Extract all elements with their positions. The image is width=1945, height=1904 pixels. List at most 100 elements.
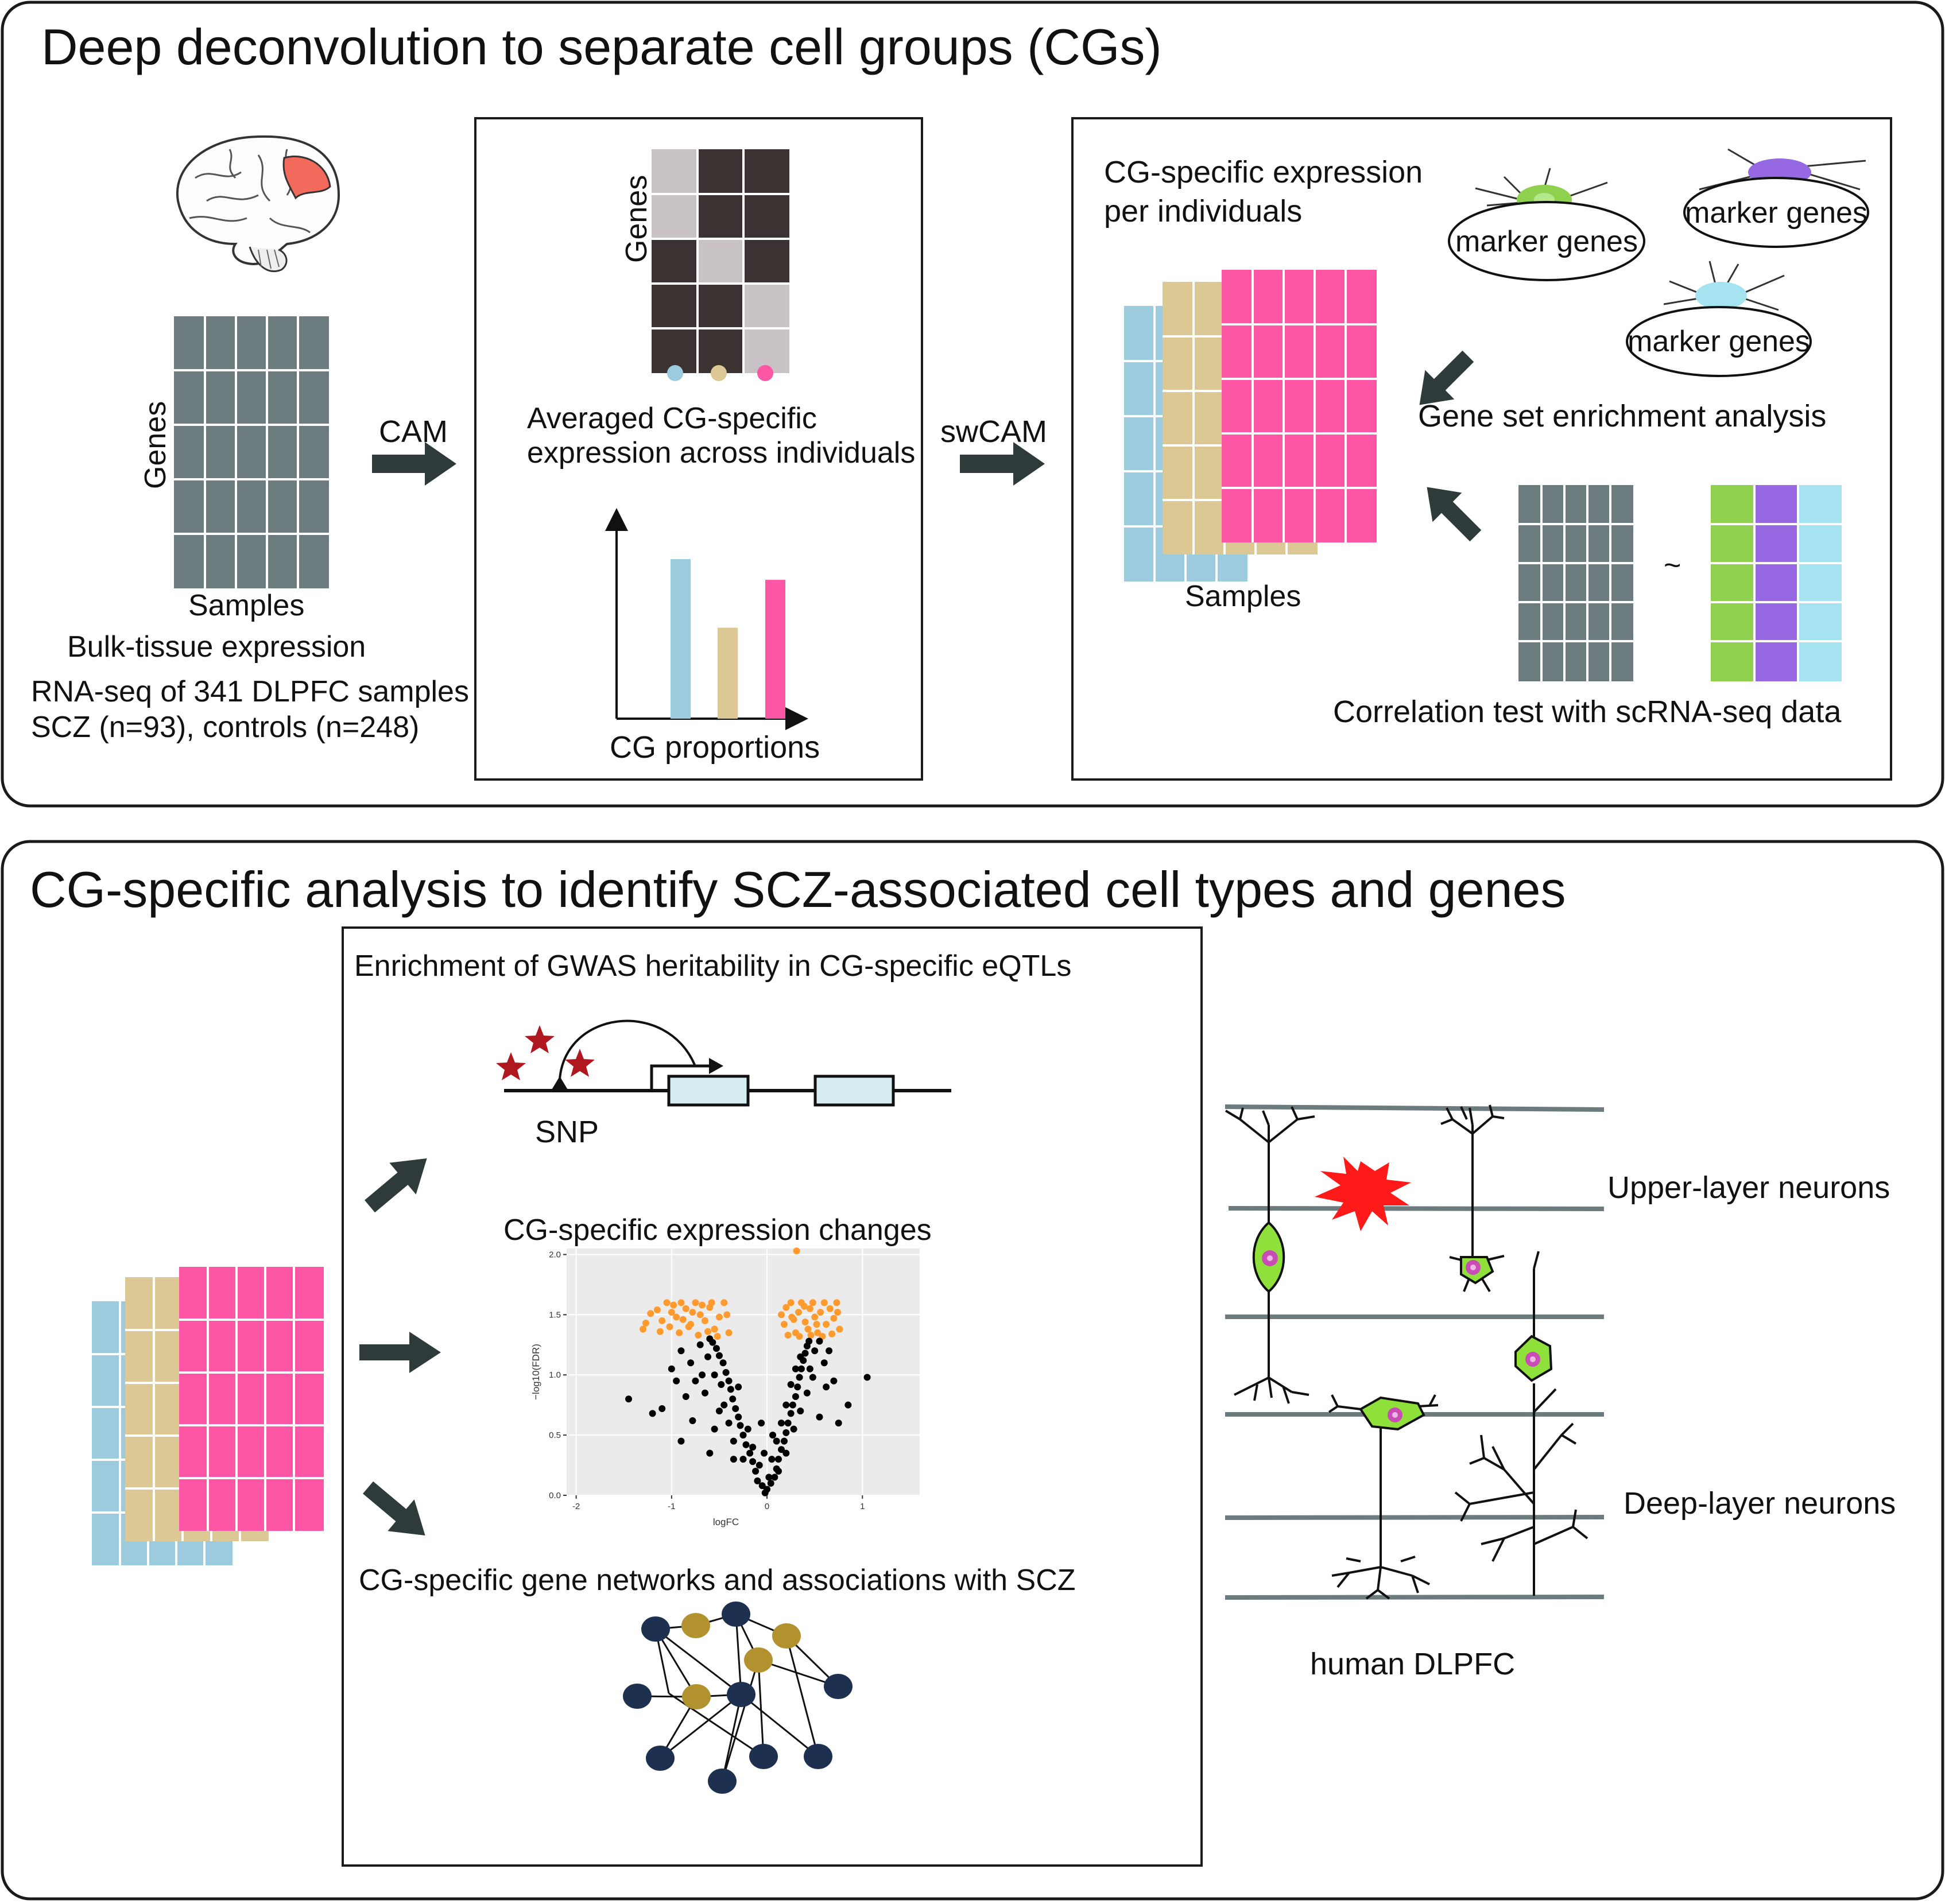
- volcano-point: [801, 1350, 809, 1357]
- volcano-point-significant: [793, 1247, 800, 1255]
- swcam-title-line1: CG-specific expression: [1104, 155, 1423, 189]
- volcano-point: [803, 1389, 811, 1397]
- volcano-point: [775, 1468, 782, 1475]
- network-node: [744, 1647, 773, 1673]
- volcano-point: [754, 1477, 761, 1484]
- volcano-point: [787, 1410, 795, 1417]
- volcano-point-significant: [670, 1301, 677, 1309]
- volcano-point-significant: [820, 1299, 828, 1306]
- volcano-point: [711, 1425, 718, 1433]
- volcano-point: [732, 1405, 739, 1412]
- volcano-point: [755, 1461, 763, 1469]
- volcano-point: [782, 1401, 790, 1409]
- snp-loop-arc: [559, 1019, 696, 1080]
- volcano-point-significant: [782, 1304, 790, 1311]
- arrow-to-gwas: [365, 1158, 427, 1213]
- volcano-point: [767, 1480, 774, 1487]
- cam-box: [474, 117, 923, 781]
- volcano-point-significant: [702, 1317, 709, 1324]
- volcano-plot: -2 -1 0 1 0.0 0.5 1.0 1.5 2.0 logFC −log10(FDR): [530, 1247, 920, 1527]
- proportion-bar-cg3: [765, 580, 785, 719]
- swcam-title-line2: per individuals: [1104, 194, 1302, 228]
- volcano-point-significant: [814, 1329, 822, 1336]
- arrow-to-expression-changes: [359, 1332, 441, 1373]
- volcano-point: [765, 1473, 773, 1481]
- network-node: [804, 1744, 832, 1769]
- volcano-point-significant: [800, 1302, 808, 1310]
- volcano-point-significant: [656, 1328, 664, 1335]
- volcano-point: [744, 1425, 751, 1433]
- volcano-point: [782, 1449, 790, 1457]
- volcano-point-significant: [666, 1323, 673, 1331]
- volcano-point: [737, 1422, 744, 1429]
- volcano-y-tick-label: 2.0: [549, 1250, 561, 1259]
- volcano-x-tick-label: -2: [572, 1502, 580, 1511]
- neuron-2: [1440, 1104, 1505, 1293]
- volcano-point-significant: [692, 1299, 699, 1306]
- volcano-point-significant: [658, 1317, 666, 1324]
- volcano-point: [797, 1353, 804, 1360]
- volcano-point: [677, 1437, 685, 1445]
- volcano-point: [797, 1365, 805, 1372]
- network-node: [727, 1682, 755, 1707]
- cg-specific-stack-left: [92, 1267, 324, 1565]
- marker-genes-ellipse-2: [1683, 177, 1869, 248]
- volcano-point-significant: [715, 1313, 723, 1321]
- cam-caption-line2: expression across individuals: [527, 436, 915, 470]
- volcano-point-significant: [777, 1311, 785, 1319]
- volcano-point-significant: [663, 1299, 671, 1306]
- volcano-point: [773, 1437, 780, 1445]
- volcano-point: [687, 1359, 695, 1367]
- panel-bottom-title: CG-specific analysis to identify SCZ-ass…: [30, 861, 1566, 918]
- volcano-point-significant: [833, 1299, 840, 1306]
- network-node: [722, 1601, 750, 1627]
- upper-layer-label: Upper-layer neurons: [1607, 1170, 1890, 1205]
- volcano-y-tick-label: 0.5: [549, 1430, 561, 1440]
- volcano-point-significant: [784, 1332, 792, 1339]
- volcano-point: [625, 1395, 633, 1403]
- volcano-point: [718, 1381, 725, 1389]
- network-node: [646, 1746, 675, 1771]
- volcano-point-significant: [711, 1325, 718, 1333]
- volcano-point: [730, 1456, 737, 1463]
- star-icon-3: [565, 1049, 595, 1077]
- volcano-point: [758, 1420, 765, 1427]
- tss-arrow-icon: [650, 1064, 712, 1091]
- volcano-point: [658, 1405, 666, 1412]
- network-node: [708, 1769, 737, 1794]
- network-node: [824, 1674, 853, 1699]
- volcano-x-axis-title: logFC: [713, 1517, 739, 1527]
- volcano-point: [809, 1374, 816, 1381]
- volcano-point-significant: [676, 1329, 683, 1336]
- volcano-point: [682, 1393, 689, 1400]
- volcano-point-significant: [787, 1299, 795, 1306]
- volcano-point: [749, 1458, 757, 1465]
- cg2-dot: [711, 365, 727, 381]
- volcano-point: [797, 1407, 804, 1415]
- volcano-point: [761, 1449, 768, 1457]
- volcano-axes: -2 -1 0 1 0.0 0.5 1.0 1.5 2.0 logFC −log10(FDR): [530, 1250, 865, 1527]
- volcano-point: [820, 1359, 828, 1367]
- volcano-point-significant: [723, 1311, 731, 1319]
- volcano-point: [816, 1337, 823, 1345]
- volcano-point-significant: [668, 1309, 675, 1316]
- volcano-point: [771, 1473, 778, 1481]
- volcano-point: [790, 1425, 797, 1433]
- volcano-y-axis-title: −log10(FDR): [530, 1344, 541, 1400]
- volcano-point: [796, 1374, 803, 1381]
- cg-specific-stack: [1124, 270, 1377, 581]
- volcano-point: [782, 1429, 790, 1436]
- volcano-plot-bg: [567, 1248, 920, 1495]
- brain-icon: [176, 135, 340, 273]
- swcam-arrow-label: swCAM: [940, 414, 1047, 449]
- bulk-genes-label: Genes: [139, 401, 172, 489]
- marker-genes-label-2: marker genes: [1685, 196, 1867, 230]
- volcano-point-significant: [695, 1332, 702, 1339]
- volcano-point-significant: [795, 1309, 802, 1316]
- cg-proportions-chart: [605, 508, 808, 730]
- cg-specific-heatmap: [652, 149, 789, 373]
- swcam-samples-label: Samples: [1185, 580, 1301, 613]
- volcano-point: [739, 1456, 747, 1463]
- correlation-label: Correlation test with scRNA-seq data: [1333, 695, 1842, 729]
